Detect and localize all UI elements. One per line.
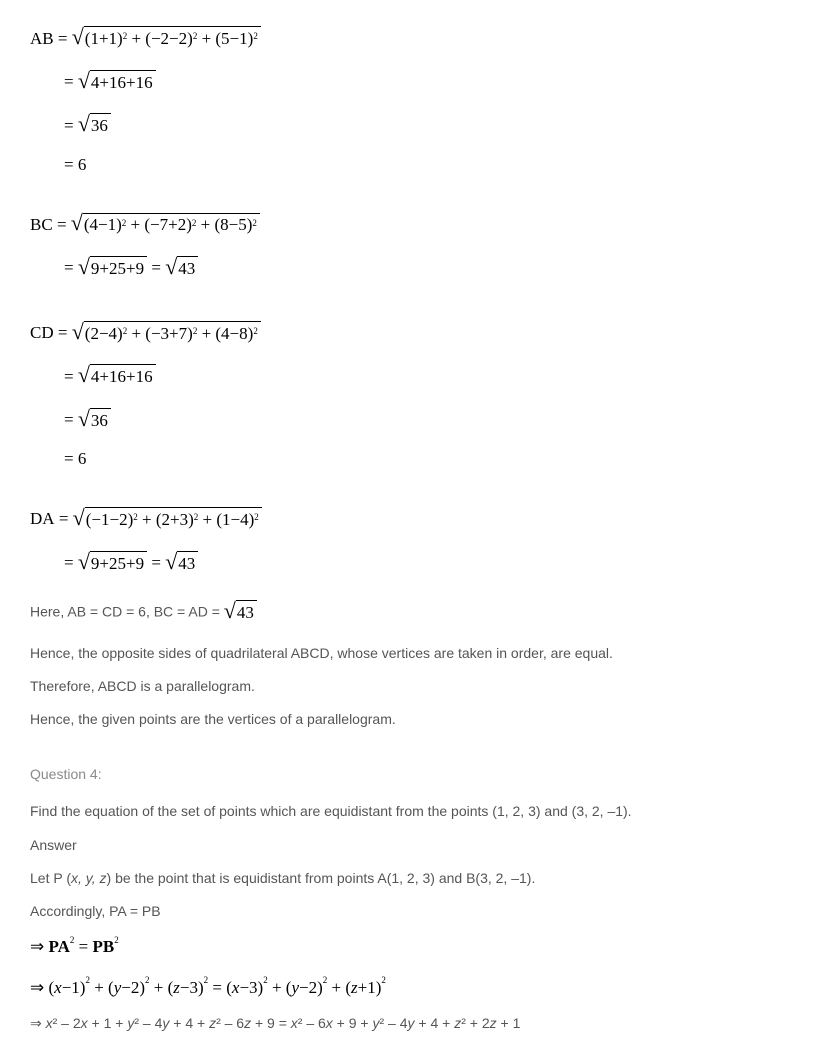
eq-da-line1: DA = √ (−1−2)2 + (2+3)2 + (1−4)2 <box>30 500 783 540</box>
eq-ab-line4: = 6 <box>64 150 783 181</box>
sqrt-content: 43 <box>177 551 198 576</box>
equals-sign: = <box>64 253 78 284</box>
sqrt-content: 9+25+9 <box>90 256 147 281</box>
eq-bc-line1: BC = √ (4−1)2 + (−7+2)2 + (8−5)2 <box>30 205 783 245</box>
derivation: ⇒ PA2 = PB2 ⇒ (x−1)2 + (y−2)2 + (z−3)2 =… <box>30 932 783 1003</box>
equals-sign: = <box>147 253 165 284</box>
summary-text: Here, AB = CD = 6, BC = AD = <box>30 604 224 620</box>
pa-pb-squared: PA2 = PB2 <box>44 932 118 963</box>
equation-ab: AB = √ (1+1)2 + (−2−2)2 + (5−1)2 = √ 4+1… <box>30 19 783 180</box>
eq-cd-line4: = 6 <box>64 444 783 475</box>
radical-icon: √ <box>78 542 90 582</box>
sqrt-expression: √ 43 <box>165 544 198 584</box>
eq-label: BC <box>30 210 53 241</box>
sqrt-content: 43 <box>177 256 198 281</box>
sqrt-content: 4+16+16 <box>90 364 156 389</box>
equals-sign: = <box>54 24 72 55</box>
final-expansion: ⇒ x² – 2x + 1 + y² – 4y + 4 + z² – 6z + … <box>30 1011 783 1036</box>
expansion: (x−1)2 + (y−2)2 + (z−3)2 = (x−3)2 + (y−2… <box>44 973 386 1004</box>
sqrt-expression: √ 36 <box>78 401 111 441</box>
equals-sign: = <box>64 405 78 436</box>
deriv-line2: ⇒ (x−1)2 + (y−2)2 + (z−3)2 = (x−3)2 + (y… <box>30 973 783 1004</box>
arrow-icon: ⇒ <box>30 1015 42 1031</box>
summary-line: Here, AB = CD = 6, BC = AD = √ 43 <box>30 593 783 633</box>
radical-icon: √ <box>165 247 177 287</box>
equals-sign: = <box>147 548 165 579</box>
sqrt-content: (2−4)2 + (−3+7)2 + (4−8)2 <box>84 321 261 346</box>
radical-icon: √ <box>73 498 85 538</box>
equation-da: DA = √ (−1−2)2 + (2+3)2 + (1−4)2 = √ 9+2… <box>30 500 783 583</box>
sqrt-expression: √ (−1−2)2 + (2+3)2 + (1−4)2 <box>73 500 262 540</box>
eq-ab-line1: AB = √ (1+1)2 + (−2−2)2 + (5−1)2 <box>30 19 783 59</box>
eq-cd-line2: = √ 4+16+16 <box>64 357 783 397</box>
radical-icon: √ <box>78 247 90 287</box>
radical-icon: √ <box>224 591 236 631</box>
sqrt-expression: √ (1+1)2 + (−2−2)2 + (5−1)2 <box>72 19 261 59</box>
eq-cd-line1: CD = √ (2−4)2 + (−3+7)2 + (4−8)2 <box>30 314 783 354</box>
equals-sign: = <box>64 548 78 579</box>
eq-label: CD <box>30 318 54 349</box>
conclusion-text-1: Hence, the opposite sides of quadrilater… <box>30 641 783 666</box>
sqrt-content: 36 <box>90 113 111 138</box>
question-text: Find the equation of the set of points w… <box>30 799 783 824</box>
eq-ab-line2: = √ 4+16+16 <box>64 63 783 103</box>
equals-sign: = <box>64 362 78 393</box>
equals-sign: = <box>53 210 71 241</box>
equation-bc: BC = √ (4−1)2 + (−7+2)2 + (8−5)2 = √ 9+2… <box>30 205 783 288</box>
sqrt-expression: √ 4+16+16 <box>78 63 156 103</box>
sqrt-content: 36 <box>90 408 111 433</box>
sqrt-content: (1+1)2 + (−2−2)2 + (5−1)2 <box>84 26 261 51</box>
radical-icon: √ <box>78 355 90 395</box>
answer-intro: Let P (x, y, z) be the point that is equ… <box>30 866 783 891</box>
eq-label: AB <box>30 24 54 55</box>
eq-label: DA <box>30 504 55 535</box>
radical-icon: √ <box>78 399 90 439</box>
equals-sign: = <box>55 504 73 535</box>
eq-da-line2: = √ 9+25+9 = √ 43 <box>64 544 783 584</box>
radical-icon: √ <box>78 104 90 144</box>
final-text: x² – 2x + 1 + y² – 4y + 4 + z² – 6z + 9 … <box>46 1015 521 1031</box>
conclusion-text-2: Therefore, ABCD is a parallelogram. <box>30 674 783 699</box>
sqrt-expression: √ 43 <box>165 249 198 289</box>
text-vars: x, y, z <box>71 870 107 886</box>
arrow-icon: ⇒ <box>30 932 44 963</box>
equals-sign: = <box>64 111 78 142</box>
answer-accordingly: Accordingly, PA = PB <box>30 899 783 924</box>
radical-icon: √ <box>72 312 84 352</box>
deriv-line1: ⇒ PA2 = PB2 <box>30 932 783 963</box>
sqrt-expression: √ 36 <box>78 106 111 146</box>
arrow-icon: ⇒ <box>30 973 44 1004</box>
sqrt-expression: √ (4−1)2 + (−7+2)2 + (8−5)2 <box>71 205 260 245</box>
sqrt-content: 4+16+16 <box>90 70 156 95</box>
sqrt-content: (4−1)2 + (−7+2)2 + (8−5)2 <box>83 213 260 238</box>
text-pre: Let P ( <box>30 870 71 886</box>
answer-label: Answer <box>30 833 783 858</box>
equals-sign: = <box>64 67 78 98</box>
text-post: ) be the point that is equidistant from … <box>107 870 536 886</box>
radical-icon: √ <box>71 203 83 243</box>
sqrt-expression: √ 9+25+9 <box>78 249 147 289</box>
sqrt-expression: √ (2−4)2 + (−3+7)2 + (4−8)2 <box>72 314 261 354</box>
radical-icon: √ <box>165 542 177 582</box>
sqrt-expression: √ 43 <box>224 593 257 633</box>
sqrt-expression: √ 9+25+9 <box>78 544 147 584</box>
radical-icon: √ <box>72 17 84 57</box>
question-heading: Question 4: <box>30 762 783 787</box>
equals-sign: = <box>54 318 72 349</box>
eq-ab-line3: = √ 36 <box>64 106 783 146</box>
equation-cd: CD = √ (2−4)2 + (−3+7)2 + (4−8)2 = √ 4+1… <box>30 314 783 475</box>
sqrt-content: 9+25+9 <box>90 551 147 576</box>
eq-bc-line2: = √ 9+25+9 = √ 43 <box>64 249 783 289</box>
sqrt-content: 43 <box>236 600 257 625</box>
sqrt-content: (−1−2)2 + (2+3)2 + (1−4)2 <box>85 507 262 532</box>
radical-icon: √ <box>78 61 90 101</box>
sqrt-expression: √ 4+16+16 <box>78 357 156 397</box>
conclusion-text-3: Hence, the given points are the vertices… <box>30 707 783 732</box>
eq-cd-line3: = √ 36 <box>64 401 783 441</box>
